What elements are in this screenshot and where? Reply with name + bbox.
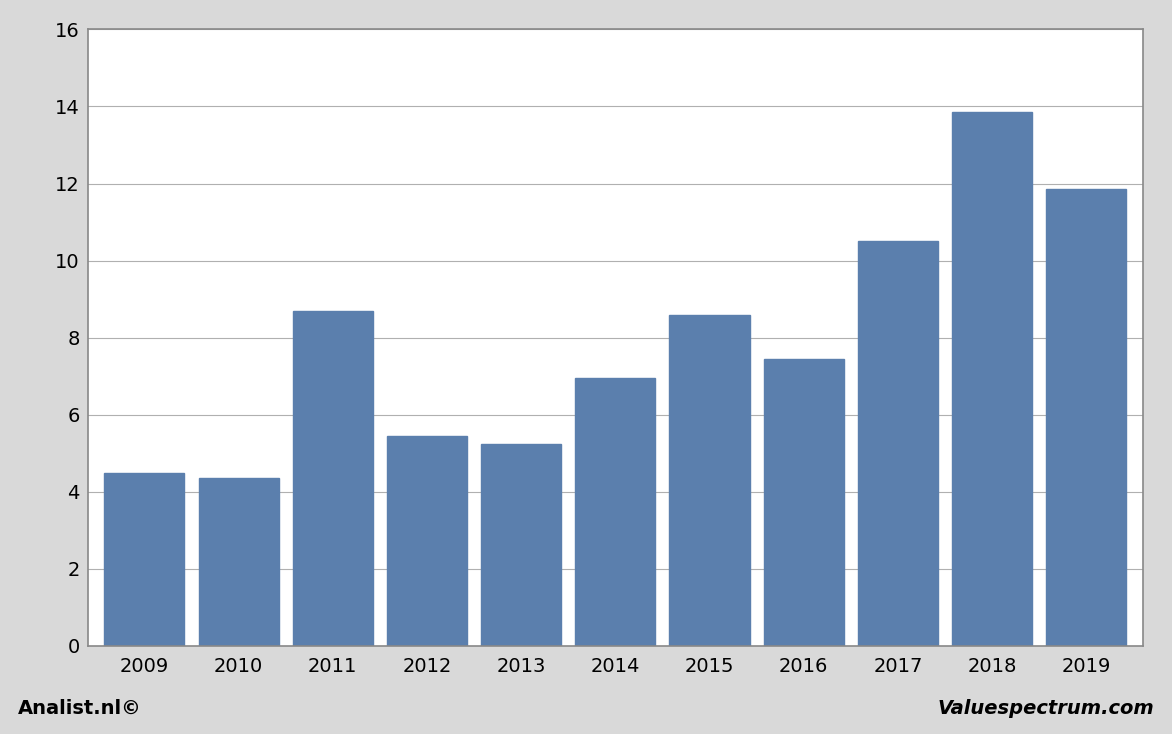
Bar: [481, 443, 561, 646]
Bar: [764, 359, 844, 646]
Bar: [293, 310, 373, 646]
Bar: [669, 315, 750, 646]
Bar: [1047, 189, 1126, 646]
Bar: [952, 112, 1033, 646]
Bar: [104, 473, 184, 646]
Bar: [575, 378, 655, 646]
Text: Analist.nl©: Analist.nl©: [18, 699, 142, 718]
Bar: [858, 241, 938, 646]
Text: Valuespectrum.com: Valuespectrum.com: [938, 699, 1154, 718]
Bar: [198, 479, 279, 646]
Bar: [387, 436, 466, 646]
